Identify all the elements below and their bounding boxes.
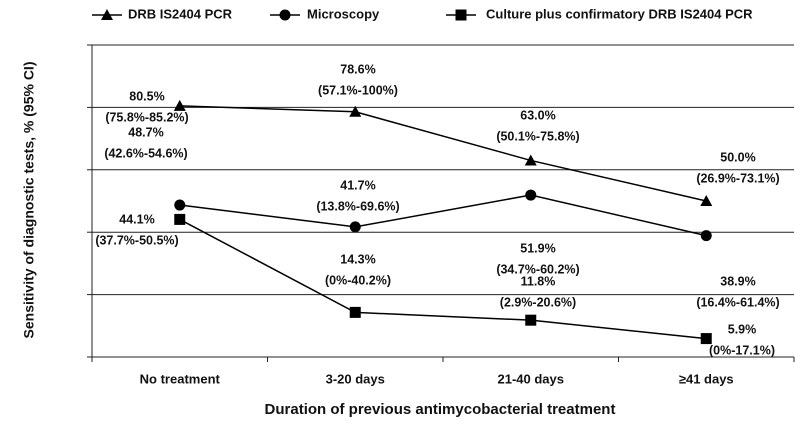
ci-label: (34.7%-60.2%) [496, 262, 579, 276]
legend-label: DRB IS2404 PCR [128, 6, 233, 21]
legend-marker [279, 9, 291, 21]
ci-label: (0%-17.1%) [709, 343, 775, 357]
ci-label: (50.1%-75.8%) [496, 129, 579, 143]
value-label: 14.3% [340, 252, 375, 266]
data-point [173, 99, 186, 111]
ci-label: (13.8%-69.6%) [316, 199, 399, 213]
value-label: 63.0% [520, 108, 555, 122]
ci-label: (16.4%-61.4%) [696, 295, 779, 309]
value-label: 80.5% [129, 89, 164, 103]
data-point [174, 213, 186, 225]
x-tick-label: ≥41 days [679, 371, 734, 386]
x-tick-label: 3-20 days [326, 371, 385, 386]
x-axis-label: Duration of previous antimycobacterial t… [265, 401, 616, 418]
ci-label: (26.9%-73.1%) [696, 171, 779, 185]
legend-marker [101, 9, 113, 20]
data-point [349, 306, 361, 318]
legend-marker [455, 9, 467, 21]
ci-label: (57.1%-100%) [318, 83, 398, 97]
data-point [700, 195, 713, 206]
data-point [700, 230, 712, 242]
series-line [179, 218, 707, 340]
data-point [700, 333, 712, 345]
ci-label: (42.6%-54.6%) [104, 146, 187, 160]
ci-label: (0%-40.2%) [325, 273, 391, 287]
value-label: 51.9% [520, 241, 555, 255]
y-axis-label: Sensitivity of diagnostic tests, % (95% … [21, 62, 37, 339]
ci-label: (2.9%-20.6%) [500, 295, 576, 309]
ci-label: (37.7%-50.5%) [95, 233, 178, 247]
value-label: 48.7% [128, 125, 163, 139]
value-label: 5.9% [728, 322, 757, 336]
value-label: 41.7% [340, 178, 375, 192]
legend-label: Microscopy [307, 6, 380, 21]
x-tick-label: No treatment [140, 371, 221, 386]
legend-label: Culture plus confirmatory DRB IS2404 PCR [486, 6, 753, 21]
value-label: 50.0% [720, 150, 755, 164]
value-label: 38.9% [720, 274, 755, 288]
data-point [524, 154, 537, 166]
series-line [179, 105, 707, 202]
data-point [525, 189, 537, 201]
data-point [174, 199, 186, 211]
data-point [525, 314, 537, 326]
data-point [349, 105, 362, 117]
ci-label: (75.8%-85.2%) [105, 110, 188, 124]
x-tick-label: 21-40 days [498, 371, 565, 386]
value-label: 11.8% [521, 274, 556, 288]
value-label: 44.1% [119, 212, 154, 226]
value-label: 78.6% [340, 62, 375, 76]
series-line [179, 194, 707, 237]
data-point [349, 221, 361, 233]
